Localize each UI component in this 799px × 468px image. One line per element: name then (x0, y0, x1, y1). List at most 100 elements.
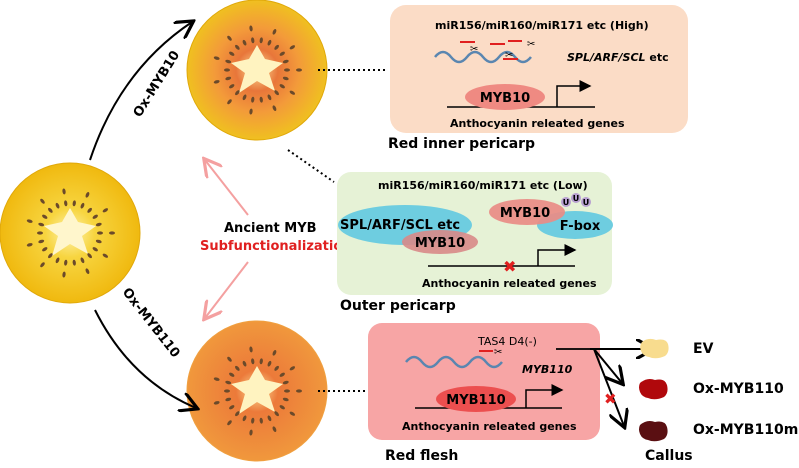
seed (80, 257, 85, 264)
seed (38, 239, 45, 244)
scissors-icon: ✂ (470, 44, 478, 55)
seed (40, 262, 45, 268)
seed (235, 44, 240, 50)
tf-myb10-bound: MYB10 (415, 236, 465, 251)
seed (274, 411, 279, 417)
label-ancient-myb: Ancient MYB (224, 221, 317, 236)
seed (279, 372, 285, 377)
box-red-flesh: TAS4 D4(-) ✂ MYB110 MYB110 Anthocyanin r… (368, 323, 600, 440)
seed (279, 51, 285, 56)
seed (235, 365, 240, 371)
label-callus: Callus (645, 448, 693, 464)
seed (42, 247, 48, 252)
seed (282, 76, 289, 81)
seed (87, 253, 92, 259)
seed (26, 243, 33, 247)
seed (95, 222, 102, 227)
ubiquitin-chain: U U U (561, 193, 591, 207)
box-low-genes: Anthocyanin releated genes (422, 277, 597, 290)
arrow-ancient-to-bottom (205, 261, 249, 318)
seed (72, 200, 76, 207)
seed (80, 202, 85, 209)
connector-middle (287, 149, 335, 183)
seed (272, 349, 277, 356)
seed (259, 358, 263, 365)
spl-label: SPL/ARF/SCL etc (340, 218, 460, 233)
blocked-x-icon: ✖ (503, 257, 516, 276)
seed (242, 415, 247, 422)
label-outer-pericarp: Outer pericarp (340, 298, 456, 314)
scissors-icon: ✂ (527, 39, 535, 50)
box-high-genes: Anthocyanin releated genes (450, 117, 625, 130)
label-ox-myb10: Ox-MYB10 (131, 48, 184, 120)
seed (251, 37, 255, 44)
arrow-ox-myb110 (94, 309, 196, 408)
seed (229, 372, 235, 377)
seed (251, 358, 255, 365)
seed (85, 191, 90, 198)
blocked-x-icon: ✖ (604, 390, 617, 408)
seed (267, 415, 272, 422)
seed (48, 253, 53, 259)
seed (289, 45, 296, 50)
seed (227, 356, 232, 362)
seed (102, 208, 109, 213)
seed (97, 231, 103, 235)
seed (229, 405, 235, 410)
seed (225, 397, 232, 402)
svg-text:U: U (563, 198, 570, 207)
fruit-red-inner-pericarp (186, 0, 328, 141)
box-mirna-high: miR156/miR160/miR171 etc (High) ✂ ✂ ✂ SP… (390, 5, 688, 133)
seed (289, 411, 296, 416)
tf-myb10-degraded: MYB10 (500, 206, 550, 221)
svg-text:Ox-MYB110m: Ox-MYB110m (693, 422, 798, 438)
seed (249, 346, 253, 353)
seed (55, 202, 60, 209)
seed (102, 253, 109, 258)
seed (279, 405, 285, 410)
seed (267, 360, 272, 367)
seed (225, 76, 232, 81)
seed (92, 214, 98, 219)
box-high-target: SPL/ARF/SCL etc (567, 51, 669, 64)
box-mirna-low: miR156/miR160/miR171 etc (Low) SPL/ARF/S… (337, 172, 613, 295)
seed (229, 51, 235, 56)
seed (259, 417, 263, 424)
seed (225, 380, 232, 385)
seed (40, 198, 45, 204)
seed (213, 377, 220, 381)
seed (224, 389, 230, 393)
seed (279, 84, 285, 89)
seed (64, 259, 68, 266)
seed (55, 257, 60, 264)
callus-ev: EV (640, 338, 714, 359)
seed (95, 239, 102, 244)
callus-ox-myb110m: Ox-MYB110m (639, 421, 798, 442)
label-red-inner-pericarp: Red inner pericarp (388, 136, 535, 152)
arrow-ancient-to-top (205, 160, 249, 216)
seed (224, 68, 230, 72)
seed (267, 39, 272, 46)
seed (274, 365, 279, 371)
seed (242, 39, 247, 46)
seed (37, 231, 43, 235)
box-flesh-title: TAS4 D4(-) (477, 335, 537, 348)
seed (272, 105, 277, 112)
seed (259, 96, 263, 103)
seed (235, 90, 240, 96)
svg-text:EV: EV (693, 341, 714, 357)
scissors-icon: ✂ (505, 50, 513, 61)
seed (267, 94, 272, 101)
seed (284, 389, 290, 393)
seed (213, 401, 220, 405)
seed (62, 271, 66, 278)
seed (289, 366, 296, 371)
svg-text:U: U (573, 194, 580, 203)
seed (251, 417, 255, 424)
arrow-ox-myb10 (89, 22, 192, 161)
seed (242, 94, 247, 101)
callus-ox-myb110: Ox-MYB110 (639, 379, 784, 400)
tf-myb10: MYB10 (480, 91, 530, 106)
seed (249, 25, 253, 32)
